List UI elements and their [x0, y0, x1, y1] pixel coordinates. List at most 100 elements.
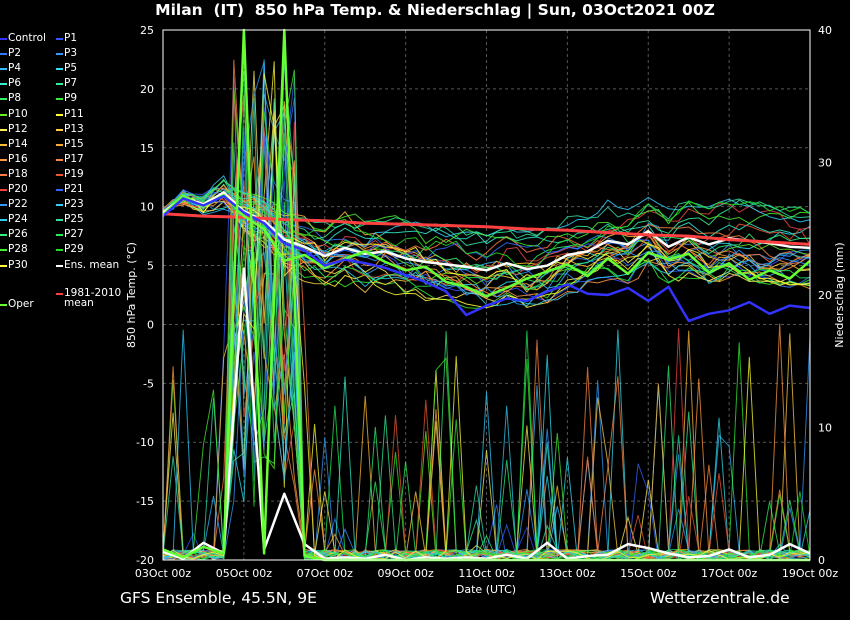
- x-tick-label: 03Oct 00z: [135, 567, 192, 580]
- legend-swatch: [0, 219, 7, 222]
- legend-label: P19: [64, 167, 84, 180]
- y2-tick-label: 0: [818, 554, 825, 567]
- chart-title: Milan (IT) 850 hPa Temp. & Niederschlag …: [155, 1, 715, 19]
- legend-label: P10: [8, 107, 28, 120]
- legend-label: P8: [8, 92, 22, 105]
- legend-label: P29: [64, 243, 84, 256]
- source-credit[interactable]: Wetterzentrale.de: [650, 589, 790, 607]
- legend-swatch: [0, 143, 7, 146]
- x-tick-label: 19Oct 00z: [782, 567, 839, 580]
- x-tick-label: 17Oct 00z: [701, 567, 758, 580]
- legend-swatch: [56, 143, 63, 146]
- series-line-control: [162, 194, 811, 323]
- member-temp-line: [162, 188, 811, 283]
- series-line-ens-mean: [162, 191, 811, 272]
- x-tick-label: 05Oct 00z: [216, 567, 273, 580]
- legend-label: P1: [64, 32, 78, 44]
- legend-swatch: [0, 249, 7, 252]
- legend-label: P24: [8, 213, 28, 226]
- y-tick-label: -20: [136, 554, 154, 567]
- legend-swatch: [0, 83, 7, 86]
- legend-label: P28: [8, 243, 28, 256]
- legend-swatch: [0, 189, 7, 191]
- y-tick-label: 20: [140, 83, 154, 96]
- y2-tick-label: 40: [818, 24, 832, 37]
- legend-label: P7: [64, 77, 78, 90]
- member-temp-line: [162, 179, 811, 247]
- legend-swatch: [56, 68, 63, 71]
- legend-label: 1981-2010 mean: [64, 287, 122, 309]
- y-tick-label: 0: [147, 318, 154, 331]
- member-temp-line: [162, 192, 811, 268]
- legend-swatch: [56, 53, 63, 56]
- x-tick-label: 15Oct 00z: [620, 567, 677, 580]
- legend-swatch: [0, 113, 7, 116]
- x-axis-label: Date (UTC): [456, 583, 516, 596]
- member-precip-line: [162, 87, 811, 561]
- y-tick-label: 15: [140, 142, 154, 155]
- plot-frame: [162, 29, 811, 561]
- legend-label: P5: [64, 62, 78, 75]
- legend-label: P21: [64, 183, 84, 195]
- legend-swatch: [56, 234, 63, 237]
- legend-swatch: [56, 219, 63, 222]
- legend-label: P16: [8, 152, 28, 165]
- legend-swatch: [0, 264, 7, 267]
- legend-label: P20: [8, 183, 28, 195]
- legend-label: P14: [8, 137, 28, 150]
- x-tick-label: 11Oct 00z: [458, 567, 515, 580]
- legend-label: P3: [64, 47, 78, 60]
- legend-label: P12: [8, 122, 28, 135]
- legend-swatch: [56, 128, 63, 131]
- series-line-1981-2010-mean: [162, 212, 811, 246]
- legend-label: P25: [64, 213, 84, 226]
- y2-tick-label: 20: [818, 289, 832, 302]
- legend-swatch: [56, 158, 63, 161]
- member-temp-line: [162, 191, 811, 291]
- legend-label: P9: [64, 92, 78, 105]
- legend-swatch: [56, 189, 63, 191]
- legend-label: Ens. mean: [64, 258, 120, 271]
- legend-swatch: [56, 204, 63, 207]
- y-tick-label: 10: [140, 201, 154, 214]
- legend-swatch: [56, 173, 63, 176]
- legend-swatch: [0, 98, 7, 101]
- legend-label: Control: [8, 32, 46, 44]
- legend-label: P17: [64, 152, 84, 165]
- x-tick-label: 13Oct 00z: [539, 567, 596, 580]
- legend-swatch: [0, 234, 7, 237]
- y-axis-label: 850 hPa Temp. (°C): [125, 242, 138, 348]
- member-precip-line: [162, 59, 811, 561]
- member-temp-line: [162, 178, 811, 246]
- legend-swatch: [56, 249, 63, 252]
- legend-swatch: [0, 38, 7, 40]
- legend-label: P11: [64, 107, 84, 120]
- legend-swatch: [0, 173, 7, 176]
- y2-tick-label: 10: [818, 422, 832, 435]
- legend-swatch: [0, 158, 7, 161]
- y2-axis-label: Niederschlag (mm): [833, 242, 846, 347]
- legend-swatch: [56, 264, 63, 267]
- legend-label: P26: [8, 228, 28, 241]
- model-info: GFS Ensemble, 45.5N, 9E: [120, 589, 317, 607]
- series-line-ens-mean-precipitation: [162, 267, 811, 562]
- y-tick-label: -5: [143, 377, 154, 390]
- legend-label: P30: [8, 258, 28, 271]
- legend-swatch: [56, 293, 63, 295]
- axis-ticks: 03Oct 00z 05Oct 00z 07Oct 00z 09Oct 00z 11Oc…: [135, 24, 839, 580]
- legend-label: Oper: [8, 298, 34, 310]
- legend-label: P18: [8, 167, 28, 180]
- legend-label: P6: [8, 77, 22, 90]
- y-tick-label: -15: [136, 495, 154, 508]
- y-tick-label: 25: [140, 24, 154, 37]
- legend-label: P23: [64, 198, 84, 211]
- legend-label: P4: [8, 62, 22, 75]
- legend-swatch: [56, 83, 63, 86]
- legend-swatch: [0, 304, 7, 306]
- legend-swatch: [56, 38, 63, 40]
- legend-label: P2: [8, 47, 22, 60]
- legend-swatch: [0, 53, 7, 56]
- x-tick-label: 09Oct 00z: [377, 567, 434, 580]
- legend-swatch: [0, 204, 7, 207]
